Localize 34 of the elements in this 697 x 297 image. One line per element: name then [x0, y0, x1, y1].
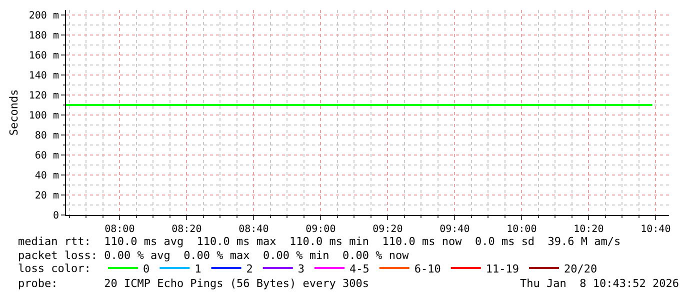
y-tick-label: 180 m	[28, 30, 59, 42]
text: loss color:	[18, 262, 91, 275]
text: median rtt: 110.0 ms avg 110.0 ms max 110.0 ms min 110.0 ms now 0.0 ms sd 39.6 M am/s	[18, 235, 621, 248]
x-tick-label: 08:40	[238, 224, 269, 235]
x-tick-label: 09:00	[306, 224, 336, 235]
legend-label: 4-5	[350, 262, 370, 276]
y-tick-label: 0	[52, 210, 59, 222]
legend-label: 2	[246, 262, 253, 276]
legend-label: 20/20	[564, 262, 598, 276]
legend-label: 3	[298, 262, 304, 276]
x-tick-label: 09:40	[440, 224, 470, 235]
y-axis-title: Seconds	[8, 89, 21, 136]
y-tick-label: 160 m	[28, 50, 59, 62]
y-tick-label: 80 m	[34, 130, 59, 142]
text: Thu Jan 8 10:43:52 2026	[520, 277, 679, 290]
legend-label: 6-10	[414, 262, 441, 276]
x-tick-label: 10:20	[574, 224, 604, 235]
legend-label: 11-19	[486, 262, 519, 276]
legend-label: 0	[143, 262, 150, 276]
y-tick-label: 120 m	[28, 90, 59, 102]
legend-label: 1	[194, 262, 202, 276]
y-tick-label: 60 m	[34, 150, 59, 162]
y-tick-label: 100 m	[28, 110, 59, 122]
x-tick-label: 08:00	[104, 224, 135, 235]
y-tick-label: 140 m	[28, 70, 59, 82]
x-tick-label: 09:20	[372, 224, 403, 235]
text: packet loss: 0.00 % avg 0.00 % max 0.00 % min 0.00 % now	[18, 249, 410, 262]
x-tick-label: 08:20	[172, 224, 202, 235]
y-tick-label: 200 m	[28, 10, 59, 22]
y-tick-label: 20 m	[34, 190, 59, 202]
text: probe: 20 ICMP Echo Pings (56 Bytes) every 300s	[18, 277, 369, 290]
y-tick-label: 40 m	[34, 170, 59, 182]
x-tick-label: 10:40	[640, 224, 671, 235]
x-tick-label: 10:00	[506, 224, 537, 235]
